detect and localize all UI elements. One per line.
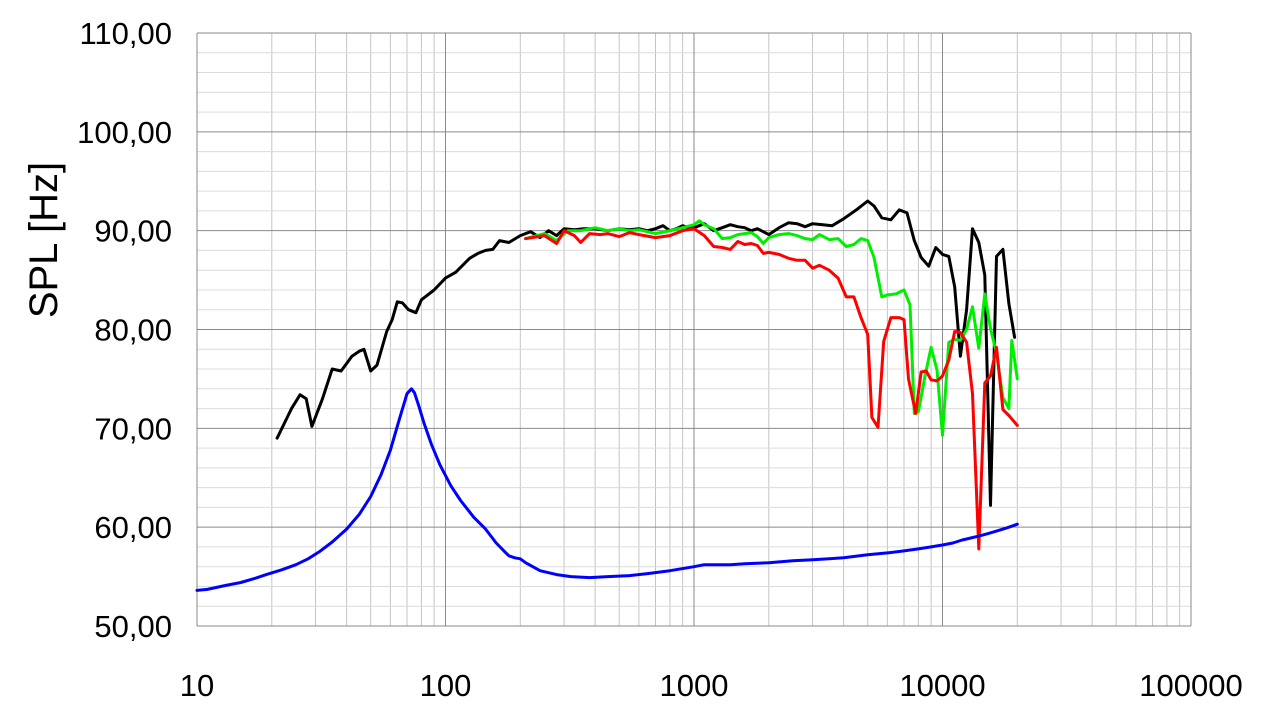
y-tick-label: 80,00 <box>94 313 172 348</box>
x-tick-label: 100 <box>420 668 472 703</box>
x-tick-labels: 10 100 1000 10000 100000 <box>180 668 1243 703</box>
y-tick-label: 110,00 <box>79 16 172 51</box>
y-tick-label: 60,00 <box>94 510 172 545</box>
y-tick-labels: 50,00 60,00 70,00 80,00 90,00 100,00 110,00 <box>77 16 172 644</box>
y-tick-label: 90,00 <box>94 214 172 249</box>
y-axis-title: SPL [Hz] <box>22 162 66 318</box>
series-line-2 <box>524 219 1019 437</box>
x-tick-label: 100000 <box>1139 668 1242 703</box>
major-grid <box>196 32 1192 627</box>
x-tick-label: 10000 <box>899 668 985 703</box>
y-tick-label: 100,00 <box>77 115 172 150</box>
x-tick-label: 1000 <box>660 668 729 703</box>
series-layer <box>195 199 1019 592</box>
y-tick-label: 50,00 <box>94 609 172 644</box>
x-tick-label: 10 <box>180 668 214 703</box>
y-tick-label: 70,00 <box>94 411 172 446</box>
series-line-4 <box>195 387 1019 592</box>
series-line-3 <box>524 227 1019 551</box>
